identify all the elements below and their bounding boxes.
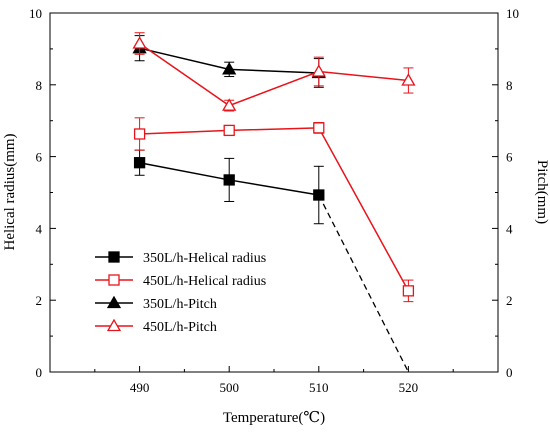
plot-frame <box>49 12 499 373</box>
y-right-tick-label-6: 6 <box>506 150 513 165</box>
series-1 <box>133 117 415 303</box>
series-0-point <box>223 174 235 186</box>
series-1-point <box>133 128 146 140</box>
legend-marker-0 <box>108 251 120 263</box>
series-0-extrapolation-line <box>318 194 409 373</box>
y-left-tick-label-6: 6 <box>36 150 43 165</box>
series-1-line <box>139 127 410 292</box>
axes-ticks: 490 500 510 520 0 0 2 2 4 4 6 6 8 8 10 10 <box>29 6 519 395</box>
x-tick-label-490: 490 <box>130 380 150 395</box>
series-2-point <box>222 62 237 75</box>
legend-label-0: 350L/h-Helical radius <box>143 251 266 266</box>
series-1-point <box>402 285 415 297</box>
y-right-tick-label-4: 4 <box>506 221 513 236</box>
y-right-tick-label-0: 0 <box>506 365 513 380</box>
legend-marker-1 <box>108 274 120 286</box>
series-3-point <box>222 98 237 111</box>
legend-marker-2 <box>106 295 122 309</box>
x-tick-label-520: 520 <box>399 380 419 395</box>
series-0 <box>133 149 409 373</box>
series-3-point <box>311 64 326 77</box>
x-axis-title: Temperature(℃) <box>223 410 325 426</box>
y-left-tick-label-10: 10 <box>29 6 42 21</box>
series-1-point <box>223 124 235 137</box>
y-left-tick-label-0: 0 <box>36 365 43 380</box>
y-right-tick-label-10: 10 <box>506 6 519 21</box>
series-0-point <box>313 189 325 201</box>
series-3-point <box>132 36 147 49</box>
y-right-tick-label-2: 2 <box>506 293 513 308</box>
y-right-tick-label-8: 8 <box>506 78 513 93</box>
x-tick-label-500: 500 <box>219 380 239 395</box>
y-left-tick-label-8: 8 <box>36 78 43 93</box>
legend: 350L/h-Helical radius 450L/h-Helical radi… <box>95 251 266 335</box>
series-3-point <box>401 73 416 86</box>
series-1-point <box>313 122 325 134</box>
plot-area-border <box>49 12 499 373</box>
y-left-tick-label-2: 2 <box>36 293 43 308</box>
series-0-point <box>133 157 146 169</box>
legend-label-2: 350L/h-Pitch <box>143 297 217 312</box>
series-3 <box>132 32 416 112</box>
series-3-line <box>139 42 409 107</box>
legend-label-3: 450L/h-Pitch <box>143 320 217 335</box>
x-tick-label-510: 510 <box>309 380 329 395</box>
series-layer <box>132 32 416 373</box>
legend-marker-3 <box>106 318 122 332</box>
y-left-tick-label-4: 4 <box>36 221 43 236</box>
y-axis-title-left: Helical radius(mm) <box>2 133 18 250</box>
y-axis-title-right: Pitch(mm) <box>534 160 550 224</box>
legend-label-1: 450L/h-Helical radius <box>143 274 266 289</box>
